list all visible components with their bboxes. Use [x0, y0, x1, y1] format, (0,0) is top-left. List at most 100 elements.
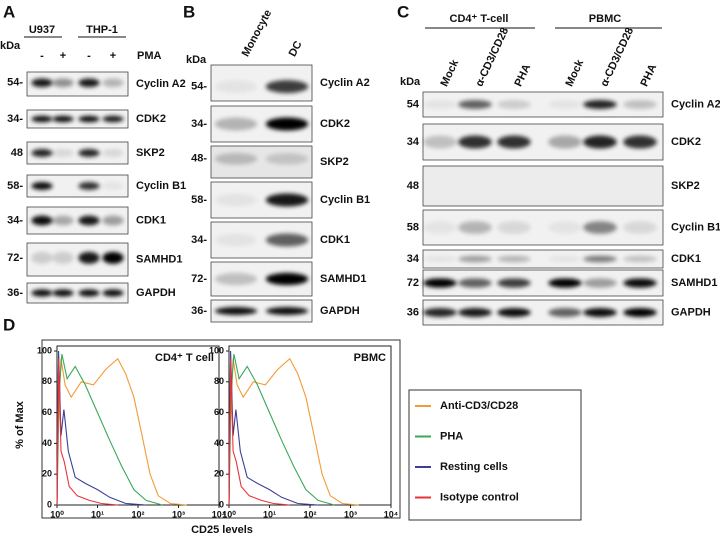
x-tick-label: 10² [131, 509, 144, 519]
x-tick-label: 10⁴ [384, 509, 398, 519]
protein-label: SKP2 [320, 156, 349, 168]
mw-marker: 54 [407, 98, 420, 110]
blot-background [26, 282, 129, 304]
band [423, 308, 457, 317]
protein-label: Cyclin A2 [671, 98, 720, 110]
band [78, 182, 100, 190]
band [214, 153, 258, 165]
band [583, 308, 617, 317]
y-tick-label: 20 [214, 469, 224, 479]
protein-label: CDK2 [136, 113, 166, 125]
band [265, 272, 309, 286]
x-axis-label: CD25 levels [191, 524, 253, 536]
protein-label: Cyclin A2 [136, 78, 186, 90]
kda-label: kDa [186, 54, 207, 66]
y-tick-label: 0 [47, 499, 52, 509]
mw-marker: 58 [407, 221, 419, 233]
band [214, 233, 258, 247]
blot-background [422, 123, 664, 161]
protein-label: GAPDH [320, 305, 360, 317]
mw-marker: 34 [407, 253, 420, 265]
band [423, 135, 457, 149]
histogram-curve [56, 353, 163, 506]
mw-marker: 48 [407, 180, 419, 192]
band [78, 115, 100, 123]
band [265, 193, 309, 207]
protein-label: Cyclin B1 [136, 180, 186, 192]
band [265, 153, 309, 165]
band [623, 135, 657, 149]
band [623, 221, 657, 234]
mw-marker: 48 [11, 147, 23, 159]
mw-marker: 34- [191, 234, 207, 246]
x-tick-label: 10⁰ [50, 509, 64, 519]
band [214, 117, 258, 131]
mw-marker: 72- [7, 252, 23, 264]
band [497, 255, 531, 263]
plot-title: PBMC [354, 352, 386, 364]
blot-background [422, 165, 664, 207]
band [458, 221, 492, 234]
band [102, 251, 124, 264]
panel-letter: D [3, 315, 15, 334]
band [497, 100, 531, 109]
band [31, 115, 53, 123]
band [265, 233, 309, 247]
band [423, 100, 457, 109]
band [78, 251, 100, 264]
band [623, 308, 657, 317]
band [31, 149, 53, 157]
band [78, 215, 100, 226]
band [102, 182, 124, 190]
band [52, 149, 74, 157]
sample-label: DC [287, 39, 305, 59]
band [214, 80, 258, 94]
mw-marker: 72 [407, 277, 419, 289]
protein-label: Cyclin A2 [320, 77, 370, 89]
band [31, 78, 53, 88]
mw-marker: 58- [7, 180, 23, 192]
legend-label: Resting cells [440, 461, 508, 473]
band [583, 100, 617, 109]
band [31, 289, 53, 297]
band [78, 289, 100, 297]
sample-label: Mock [563, 57, 586, 88]
band [497, 308, 531, 317]
mw-marker: 36- [7, 287, 23, 299]
protein-label: CDK1 [320, 234, 350, 246]
band [548, 135, 582, 149]
mw-marker: 54- [191, 81, 207, 93]
lane-sign: - [40, 50, 44, 62]
band [458, 278, 492, 288]
band [548, 100, 582, 109]
mw-marker: 34- [191, 118, 207, 130]
protein-label: SAMHD1 [136, 253, 182, 265]
band [214, 193, 258, 207]
protein-label: GAPDH [671, 306, 711, 318]
band [52, 289, 74, 297]
mw-marker: 58- [191, 194, 207, 206]
plot-title: CD4⁺ T cell [155, 352, 214, 364]
protein-label: GAPDH [136, 287, 176, 299]
y-tick-label: 80 [214, 376, 224, 386]
band [102, 149, 124, 157]
band [31, 182, 53, 190]
band [458, 255, 492, 263]
band [214, 272, 258, 286]
band [423, 221, 457, 234]
band [78, 78, 100, 88]
band [265, 307, 309, 315]
y-tick-label: 60 [214, 407, 224, 417]
x-tick-label: 10⁰ [222, 509, 236, 519]
y-tick-label: 60 [42, 407, 52, 417]
band [102, 78, 124, 88]
histogram-curve [56, 357, 187, 506]
band [548, 278, 582, 288]
band [102, 289, 124, 297]
sample-label: Monocyte [240, 8, 275, 59]
mw-marker: 36 [407, 306, 419, 318]
sample-label: Mock [438, 57, 461, 88]
band [214, 307, 258, 315]
band [548, 308, 582, 317]
